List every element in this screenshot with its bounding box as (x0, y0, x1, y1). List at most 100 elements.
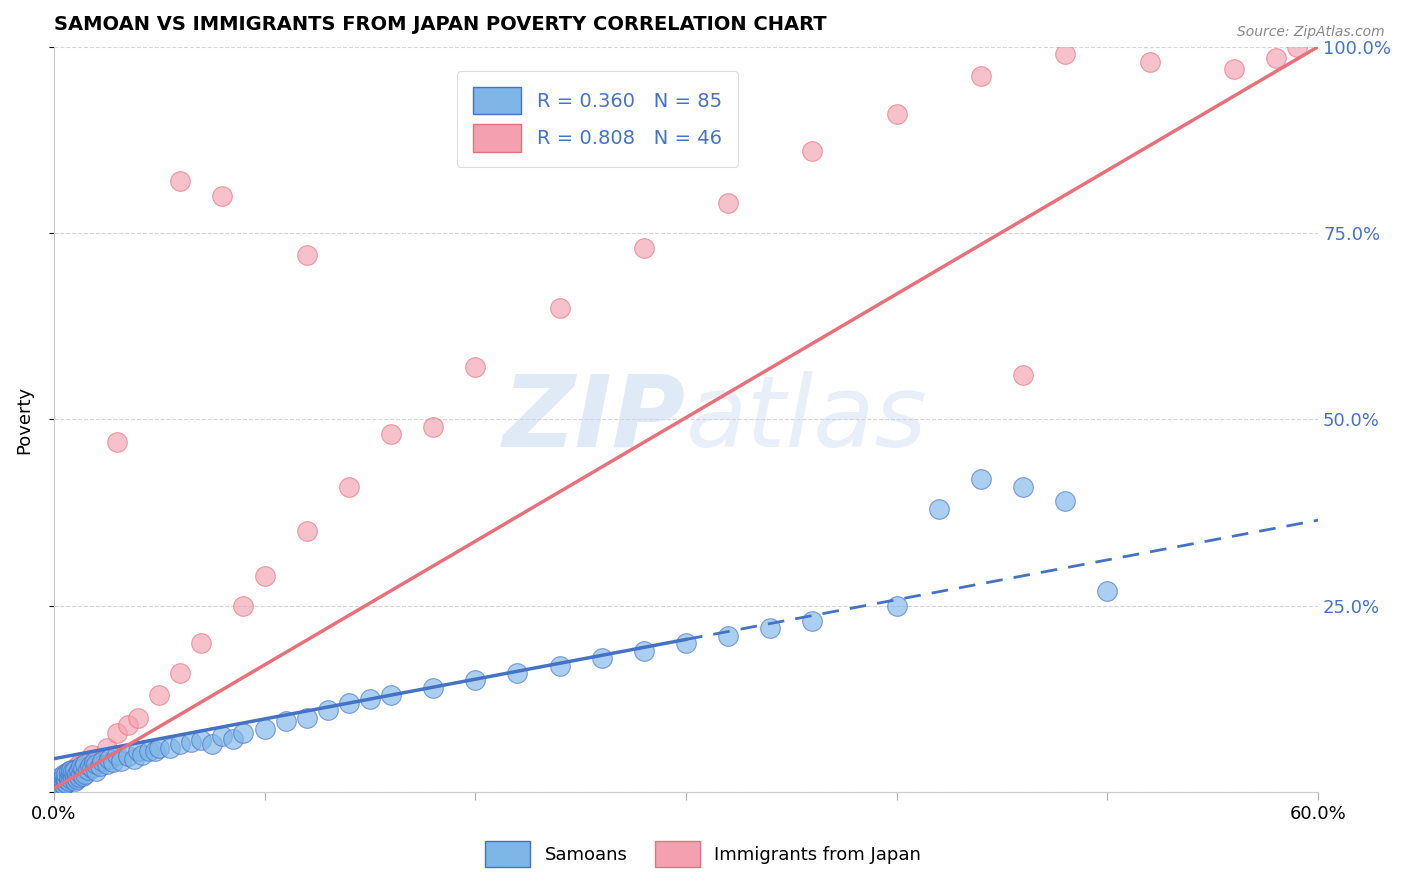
Legend: R = 0.360   N = 85, R = 0.808   N = 46: R = 0.360 N = 85, R = 0.808 N = 46 (457, 71, 738, 167)
Point (59, 772, 82, 786)
Point (67, 763, 90, 777)
Point (295, 248, 318, 262)
Point (51, 774, 73, 789)
Point (759, 621, 782, 635)
Point (53, 770, 76, 784)
Point (548, 301, 571, 315)
Point (84, 752, 107, 766)
Point (84, 764, 107, 779)
Point (110, 754, 132, 768)
Point (675, 636, 697, 650)
Point (66, 772, 89, 786)
Point (70, 766, 93, 780)
Point (117, 749, 139, 764)
Point (72, 769, 94, 783)
Point (84, 756, 107, 771)
Point (717, 629, 740, 643)
Point (211, 188, 233, 202)
Point (886, 599, 908, 613)
Point (49, 778, 72, 792)
Point (1097, 584, 1119, 599)
Point (51, 776, 73, 790)
Point (62, 770, 84, 784)
Point (59, 766, 82, 780)
Point (62, 764, 84, 779)
Point (55, 774, 77, 789)
Point (70, 759, 93, 773)
Point (169, 665, 191, 680)
Text: SAMOAN VS IMMIGRANTS FROM JAPAN POVERTY CORRELATION CHART: SAMOAN VS IMMIGRANTS FROM JAPAN POVERTY … (53, 15, 827, 34)
Point (91, 754, 114, 768)
Point (63, 769, 86, 783)
Point (1012, 479, 1035, 493)
Point (58, 764, 80, 779)
Point (380, 427, 402, 442)
Point (49, 774, 72, 789)
Point (633, 643, 655, 657)
Point (63, 774, 86, 789)
Point (1286, 39, 1309, 54)
Point (97, 752, 120, 766)
Point (67, 770, 90, 784)
Y-axis label: Poverty: Poverty (15, 385, 32, 453)
Point (55, 776, 77, 790)
Point (337, 696, 360, 710)
Point (138, 744, 160, 758)
Point (970, 70, 993, 84)
Point (970, 472, 993, 486)
Point (105, 747, 128, 762)
Point (117, 718, 139, 732)
Point (63, 766, 86, 780)
Point (1054, 494, 1077, 508)
Point (886, 107, 908, 121)
Point (801, 614, 824, 628)
Point (131, 747, 153, 762)
Point (359, 692, 381, 706)
Point (1139, 54, 1161, 69)
Point (127, 711, 149, 725)
Point (464, 360, 486, 375)
Point (169, 737, 191, 751)
Point (316, 703, 339, 717)
Point (190, 733, 212, 747)
Point (295, 711, 318, 725)
Point (148, 740, 170, 755)
Point (1223, 62, 1246, 76)
Point (75, 756, 97, 771)
Point (633, 241, 655, 255)
Point (66, 759, 89, 773)
Point (295, 524, 318, 539)
Point (55, 772, 77, 786)
Point (717, 196, 740, 211)
Point (67, 763, 90, 777)
Point (422, 681, 444, 695)
Point (1012, 368, 1035, 382)
Point (89, 759, 111, 773)
Text: atlas: atlas (686, 371, 928, 468)
Point (1054, 47, 1077, 62)
Point (105, 725, 128, 739)
Legend: Samoans, Immigrants from Japan: Samoans, Immigrants from Japan (478, 834, 928, 874)
Point (506, 665, 529, 680)
Point (46, 781, 69, 796)
Point (211, 730, 233, 744)
Point (232, 725, 254, 739)
Point (58, 770, 80, 784)
Point (548, 658, 571, 673)
Point (53, 778, 76, 792)
Point (101, 756, 124, 770)
Point (76, 763, 98, 777)
Point (422, 420, 444, 434)
Point (53, 774, 76, 789)
Point (58, 770, 80, 784)
Point (63, 763, 86, 777)
Point (232, 599, 254, 613)
Point (801, 144, 824, 158)
Point (58, 774, 80, 789)
Point (159, 740, 181, 755)
Point (928, 502, 950, 516)
Point (380, 689, 402, 703)
Point (169, 174, 191, 188)
Point (274, 714, 297, 729)
Point (55, 766, 77, 780)
